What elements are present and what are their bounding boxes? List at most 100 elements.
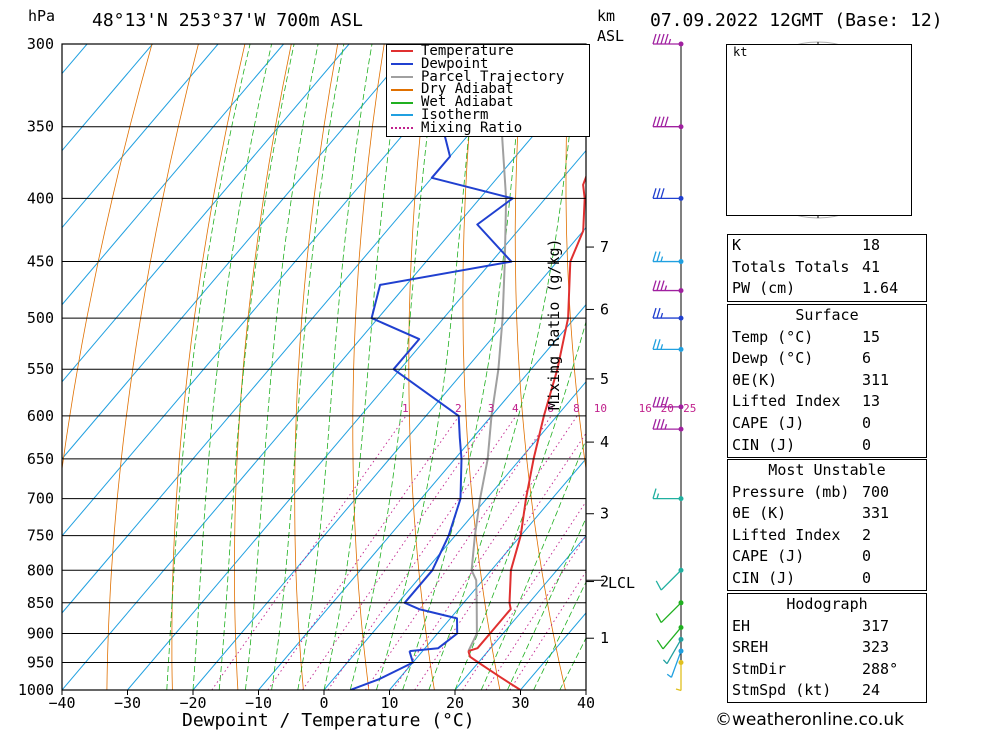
hodograph-stats-table: Hodograph EH 317 SREH 323 StmDir 288° StmSpd (… [727,593,927,703]
wet-adiabat-line [297,44,373,690]
surface-title: Surface [795,306,859,324]
wind-barb-flag [656,307,661,319]
wind-barb-flag [652,396,657,408]
legend-item: Wet Adiabat [387,95,589,109]
most-unstable-title: Most Unstable [768,461,886,479]
mixing-ratio-line [365,415,552,690]
km-tick-label: 5 [600,370,609,388]
pressure-tick-label: 850 [27,594,54,612]
km-tick-label: 6 [600,300,609,318]
temp-tick-label: 10 [380,694,398,712]
wind-barb [652,251,684,265]
pressure-tick-label: 600 [27,407,54,425]
wet-adiabat-line [480,438,586,690]
legend-swatch [391,101,413,104]
wind-barb-flag [660,396,665,408]
wind-barb-flag [655,613,662,623]
mixing-ratio-tick-label: 4 [512,402,519,415]
header-location: 48°13'N 253°37'W 700m ASL [92,10,363,31]
wind-barb-flag [656,280,661,291]
legend-label: Isotherm [421,106,489,123]
hodograph-stat-value: 317 [862,616,890,635]
wind-barb-flag [656,639,664,650]
height-unit-label: km [597,7,616,25]
km-tick-label: 7 [600,238,609,256]
pressure-tick-label: 500 [27,309,54,327]
wind-barb-half-flag [675,688,682,692]
hodograph-stat-row: EH 317 [728,616,926,638]
legend-item: Parcel Trajectory [387,68,589,85]
wind-barb-flag [652,339,657,350]
dry-adiabat-line [941,44,1000,690]
temp-tick-label: −10 [245,694,272,712]
legend-swatch [391,75,413,78]
surface-label: Temp (°C) [732,327,814,346]
mixing-ratio-tick-label: 16 [639,402,652,415]
height-unit-asl-label: ASL [597,27,625,45]
km-tick-label: 4 [600,433,609,451]
dry-adiabat-line [615,44,696,690]
surface-row: CIN (J) 0 [728,435,926,457]
hodograph-stats-title: Hodograph [786,595,868,613]
index-row: PW (cm) 1.64 [728,278,926,300]
wind-barb-staff [670,650,682,678]
wet-adiabat-line [271,44,345,690]
legend-swatch [391,114,413,117]
index-label: K [732,236,742,254]
index-row: Totals Totals 41 [728,257,926,279]
mixing-ratio-line [267,415,460,690]
surface-value: 311 [862,370,890,389]
temp-tick-label: −40 [48,694,75,712]
legend-label: Dry Adiabat [421,81,514,98]
hodograph-stat-label: EH [732,616,751,635]
surface-row: θE(K) 311 [728,370,926,392]
mixing-ratio-tick-label: 20 [661,402,674,415]
mixing-ratio-tick-label: 8 [573,402,580,415]
legend-label: Dewpoint [421,55,489,72]
isotherm-line [62,72,586,690]
wind-barb-flag [660,280,665,291]
most-unstable-table: Most Unstable Pressure (mb) 700 θE (K) 331 L… [727,459,927,591]
pressure-tick-label: 450 [27,253,54,271]
mixing-ratio-tick-label: 1 [402,402,409,415]
legend-item: Dewpoint [387,55,589,72]
wind-barb-half-flag [668,38,672,45]
mixing-ratio-tick-label: 25 [683,402,696,415]
pressure-tick-label: 750 [27,527,54,545]
pressure-tick-label: 300 [27,35,54,53]
legend-swatch [391,88,413,91]
surface-value: 15 [862,327,881,346]
surface-value: 6 [862,349,872,368]
wind-barb-flag [660,188,665,199]
mixing-ratio-line [302,415,493,690]
hodograph-stat-label: StmDir [732,659,787,678]
surface-row: CAPE (J) 0 [728,413,926,435]
pressure-unit-label: hPa [28,7,56,25]
isotherm-line [62,44,546,614]
wind-barb-flag [656,396,661,408]
isotherm-line [323,380,586,690]
most-unstable-row: Pressure (mb) 700 [728,482,926,504]
wind-barb-flag [652,280,657,291]
temp-tick-label: 30 [511,694,529,712]
wet-adiabat-line [218,44,295,690]
wind-barb-flag [652,418,657,430]
legend-swatch [391,63,413,66]
hodograph-stat-row: StmDir 288° [728,659,926,681]
isotherm-line [389,458,586,690]
pressure-tick-label: 550 [27,360,54,378]
wind-barb-half-flag [660,344,664,350]
isotherm-line [62,44,284,306]
most-unstable-row: θE (K) 331 [728,503,926,525]
legend-swatch [391,127,413,130]
surface-label: Lifted Index [732,392,841,411]
legend-label: Parcel Trajectory [421,68,565,85]
temperature-line [468,174,586,653]
wind-barb-half-flag [660,256,664,262]
index-row: K 18 [728,235,926,257]
pressure-tick-label: 650 [27,450,54,468]
wind-barb-flag [656,116,661,127]
temp-tick-label: 0 [319,694,328,712]
most-unstable-value: 700 [862,482,890,501]
